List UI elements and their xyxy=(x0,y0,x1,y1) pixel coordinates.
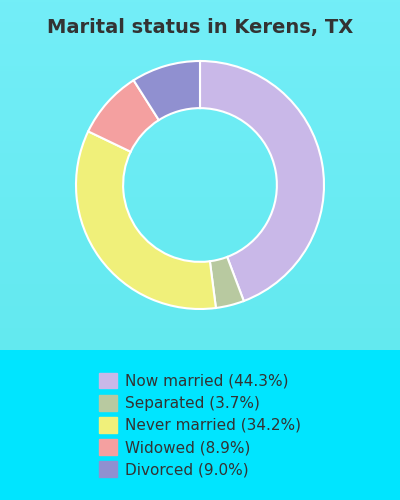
Wedge shape xyxy=(134,61,200,120)
Wedge shape xyxy=(210,257,244,308)
Text: Marital status in Kerens, TX: Marital status in Kerens, TX xyxy=(47,18,353,36)
Wedge shape xyxy=(88,80,159,152)
Wedge shape xyxy=(76,132,216,309)
Wedge shape xyxy=(200,61,324,301)
Legend: Now married (44.3%), Separated (3.7%), Never married (34.2%), Widowed (8.9%), Di: Now married (44.3%), Separated (3.7%), N… xyxy=(93,366,307,484)
